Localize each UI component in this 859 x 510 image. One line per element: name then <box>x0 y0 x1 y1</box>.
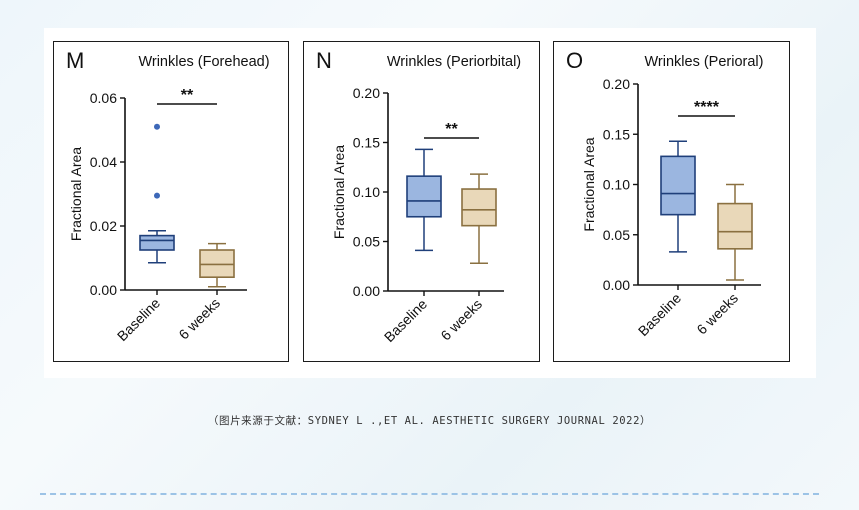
y-tick-label: 0.10 <box>353 184 380 200</box>
box-6-weeks <box>461 188 497 227</box>
y-axis-label: Fractional Area <box>68 147 84 241</box>
y-tick-label: 0.06 <box>90 90 117 106</box>
significance-stars: **** <box>694 99 720 116</box>
y-tick-label: 0.00 <box>353 283 380 299</box>
x-category-label: Baseline <box>381 296 430 345</box>
chart-perioral: O Wrinkles (Perioral) Fractional Area 0.00 0… <box>566 48 764 339</box>
outlier-point <box>154 123 160 130</box>
y-axis-label: Fractional Area <box>581 137 597 231</box>
box-baseline <box>660 155 696 216</box>
y-tick-label: 0.20 <box>603 76 630 92</box>
panel-letter: M <box>66 48 84 73</box>
chart-forehead: M Wrinkles (Forehead) Fractional Area 0.00 0… <box>66 48 270 344</box>
x-category-label: 6 weeks <box>437 296 485 344</box>
panel-letter: O <box>566 48 583 73</box>
y-tick-label: 0.02 <box>90 218 117 234</box>
box-baseline <box>406 175 442 218</box>
y-tick-label: 0.00 <box>90 282 117 298</box>
y-tick-label: 0.05 <box>603 227 630 243</box>
chart-periorbital: N Wrinkles (Periorbital) Fractional Area 0.… <box>316 48 521 345</box>
chart-title: Wrinkles (Perioral) <box>645 54 764 70</box>
y-tick-label: 0.20 <box>353 85 380 101</box>
chart-title: Wrinkles (Forehead) <box>138 54 269 70</box>
x-category-label: Baseline <box>114 295 163 344</box>
source-caption: （图片来源于文献：SYDNEY L .,ET AL. AESTHETIC SUR… <box>207 415 652 427</box>
panel-periorbital: N Wrinkles (Periorbital) Fractional Area 0.… <box>303 41 540 362</box>
y-tick-label: 0.15 <box>603 126 630 142</box>
y-axis-label: Fractional Area <box>331 145 347 239</box>
x-category-label: Baseline <box>635 290 684 339</box>
box-6-weeks <box>717 202 753 250</box>
panel-perioral: O Wrinkles (Perioral) Fractional Area 0.00 0… <box>553 41 790 362</box>
panel-forehead: M Wrinkles (Forehead) Fractional Area 0.00 0… <box>53 41 289 362</box>
significance-stars: ** <box>181 87 194 104</box>
figure-card: M Wrinkles (Forehead) Fractional Area 0.00 0… <box>44 28 816 378</box>
x-category-label: 6 weeks <box>175 295 223 343</box>
y-tick-label: 0.00 <box>603 277 630 293</box>
y-tick-label: 0.10 <box>603 177 630 193</box>
x-category-label: 6 weeks <box>693 290 741 338</box>
panel-letter: N <box>316 48 332 73</box>
y-tick-label: 0.05 <box>353 234 380 250</box>
chart-title: Wrinkles (Periorbital) <box>387 54 521 70</box>
y-tick-label: 0.04 <box>90 154 117 170</box>
significance-stars: ** <box>445 121 458 138</box>
dashed-divider <box>40 493 819 495</box>
outlier-point <box>154 192 160 199</box>
box-baseline <box>139 234 175 251</box>
y-tick-label: 0.15 <box>353 135 380 151</box>
